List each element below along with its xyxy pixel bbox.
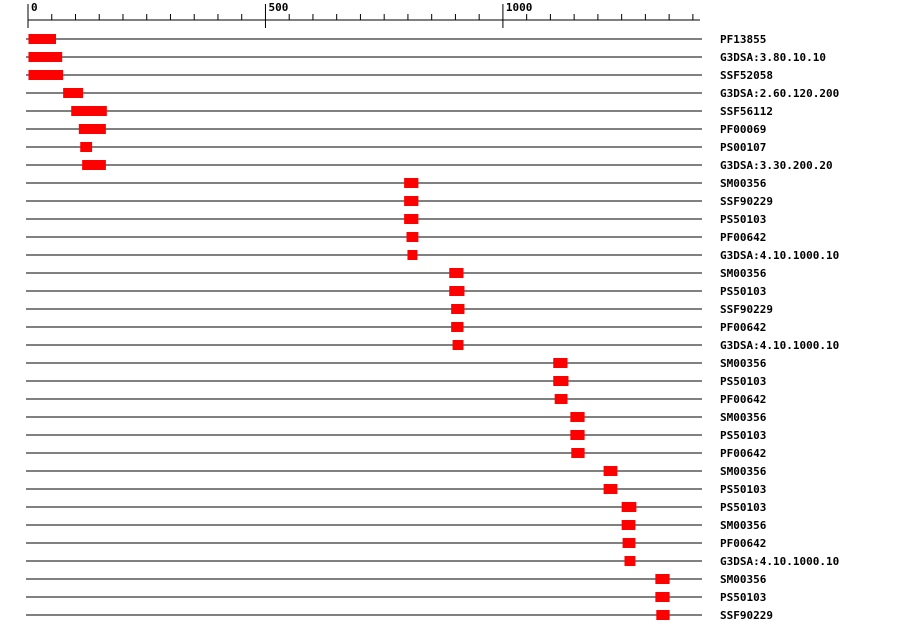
domain-bar (404, 178, 419, 188)
domain-bar (451, 322, 464, 332)
domain-bar (28, 34, 57, 44)
domain-bar (404, 214, 419, 224)
domain-label: G3DSA:4.10.1000.10 (720, 249, 839, 262)
domain-label: G3DSA:4.10.1000.10 (720, 339, 839, 352)
domain-label: G3DSA:2.60.120.200 (720, 87, 839, 100)
x-tick-label: 500 (268, 1, 288, 14)
domain-label: PF00642 (720, 393, 766, 406)
domain-bar (571, 448, 585, 458)
domain-label: PF00642 (720, 321, 766, 334)
domain-bar (451, 304, 465, 314)
domain-label: SM00356 (720, 519, 767, 532)
domain-label: PS50103 (720, 429, 766, 442)
domain-bar (622, 538, 636, 548)
domain-label: SM00356 (720, 573, 767, 586)
domain-label: SM00356 (720, 465, 767, 478)
domain-bar (28, 52, 63, 62)
domain-label: SM00356 (720, 177, 767, 190)
domain-bar (553, 376, 569, 386)
x-tick-label: 0 (31, 1, 38, 14)
domain-bar (655, 592, 670, 602)
domain-label: G3DSA:4.10.1000.10 (720, 555, 839, 568)
domain-label: PF13855 (720, 33, 766, 46)
domain-bar (82, 160, 106, 170)
x-tick-label: 1000 (506, 1, 532, 14)
domain-bar (554, 394, 568, 404)
domain-label: SSF56112 (720, 105, 773, 118)
domain-label: G3DSA:3.30.200.20 (720, 159, 833, 172)
domain-label: PF00642 (720, 447, 766, 460)
domain-bar (624, 556, 636, 566)
domain-bar (71, 106, 107, 116)
domain-bar (78, 124, 106, 134)
domain-bar (621, 502, 637, 512)
domain-label: PF00642 (720, 231, 766, 244)
domain-label: SM00356 (720, 411, 767, 424)
domain-label: SSF52058 (720, 69, 773, 82)
domain-bar (452, 340, 464, 350)
domain-label: PF00642 (720, 537, 766, 550)
domain-bar (621, 520, 636, 530)
domain-bar (28, 70, 64, 80)
domain-label: PF00069 (720, 123, 766, 136)
domain-bar (656, 610, 670, 620)
domain-bar (407, 250, 418, 260)
domain-bar (553, 358, 568, 368)
domain-label: G3DSA:3.80.10.10 (720, 51, 826, 64)
domain-bar (655, 574, 670, 584)
domain-bar (570, 430, 585, 440)
domain-label: PS50103 (720, 213, 766, 226)
domain-label: PS50103 (720, 501, 766, 514)
domain-label: SM00356 (720, 357, 767, 370)
domain-bar (80, 142, 93, 152)
domain-bar (63, 88, 84, 98)
domain-bar (404, 196, 419, 206)
domain-bar (603, 484, 618, 494)
domain-label: SSF90229 (720, 195, 773, 208)
domain-label: SSF90229 (720, 609, 773, 622)
domain-label: PS50103 (720, 375, 766, 388)
domain-label: SM00356 (720, 267, 767, 280)
domain-bar (449, 286, 465, 296)
domain-label: PS50103 (720, 591, 766, 604)
domain-bar (406, 232, 419, 242)
domain-label: PS50103 (720, 285, 766, 298)
domain-bar (603, 466, 618, 476)
domain-label: PS50103 (720, 483, 766, 496)
domain-label: PS00107 (720, 141, 766, 154)
domain-label: SSF90229 (720, 303, 773, 316)
domain-bar (449, 268, 464, 278)
domain-bar (570, 412, 585, 422)
